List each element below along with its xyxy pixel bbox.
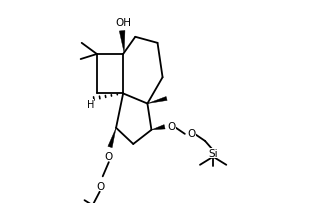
Polygon shape	[151, 125, 165, 130]
Text: H: H	[87, 99, 95, 109]
Text: O: O	[97, 181, 105, 191]
Text: O: O	[188, 128, 196, 138]
Text: OH: OH	[115, 18, 131, 28]
Polygon shape	[119, 31, 125, 54]
Text: Si: Si	[208, 148, 218, 158]
Polygon shape	[147, 97, 167, 104]
Text: O: O	[105, 151, 113, 161]
Polygon shape	[108, 128, 116, 148]
Text: O: O	[168, 121, 176, 131]
